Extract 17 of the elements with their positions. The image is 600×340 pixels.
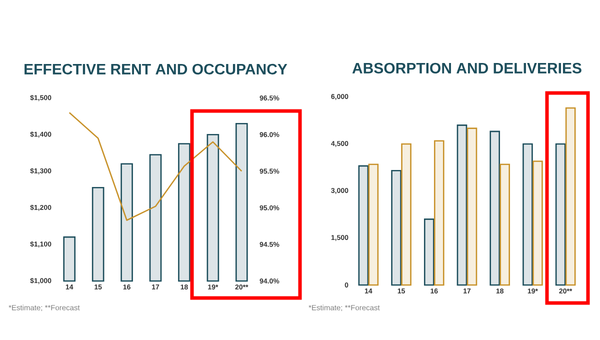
bar (391, 170, 402, 286)
bar (532, 160, 543, 286)
bar (456, 124, 468, 286)
bar (401, 143, 412, 286)
bar (555, 143, 566, 286)
chart-title: ABSORPTION AND DELIVERIES (352, 62, 582, 74)
line-series (68, 112, 242, 221)
bar (490, 130, 500, 286)
bar (466, 128, 478, 286)
bar (522, 143, 533, 286)
bar (424, 218, 434, 286)
bar (434, 140, 444, 286)
bar (565, 107, 576, 286)
bar (500, 164, 510, 286)
chart-title: EFFECTIVE RENT AND OCCUPANCY (24, 64, 288, 74)
bar (368, 164, 379, 286)
bar (358, 165, 369, 286)
